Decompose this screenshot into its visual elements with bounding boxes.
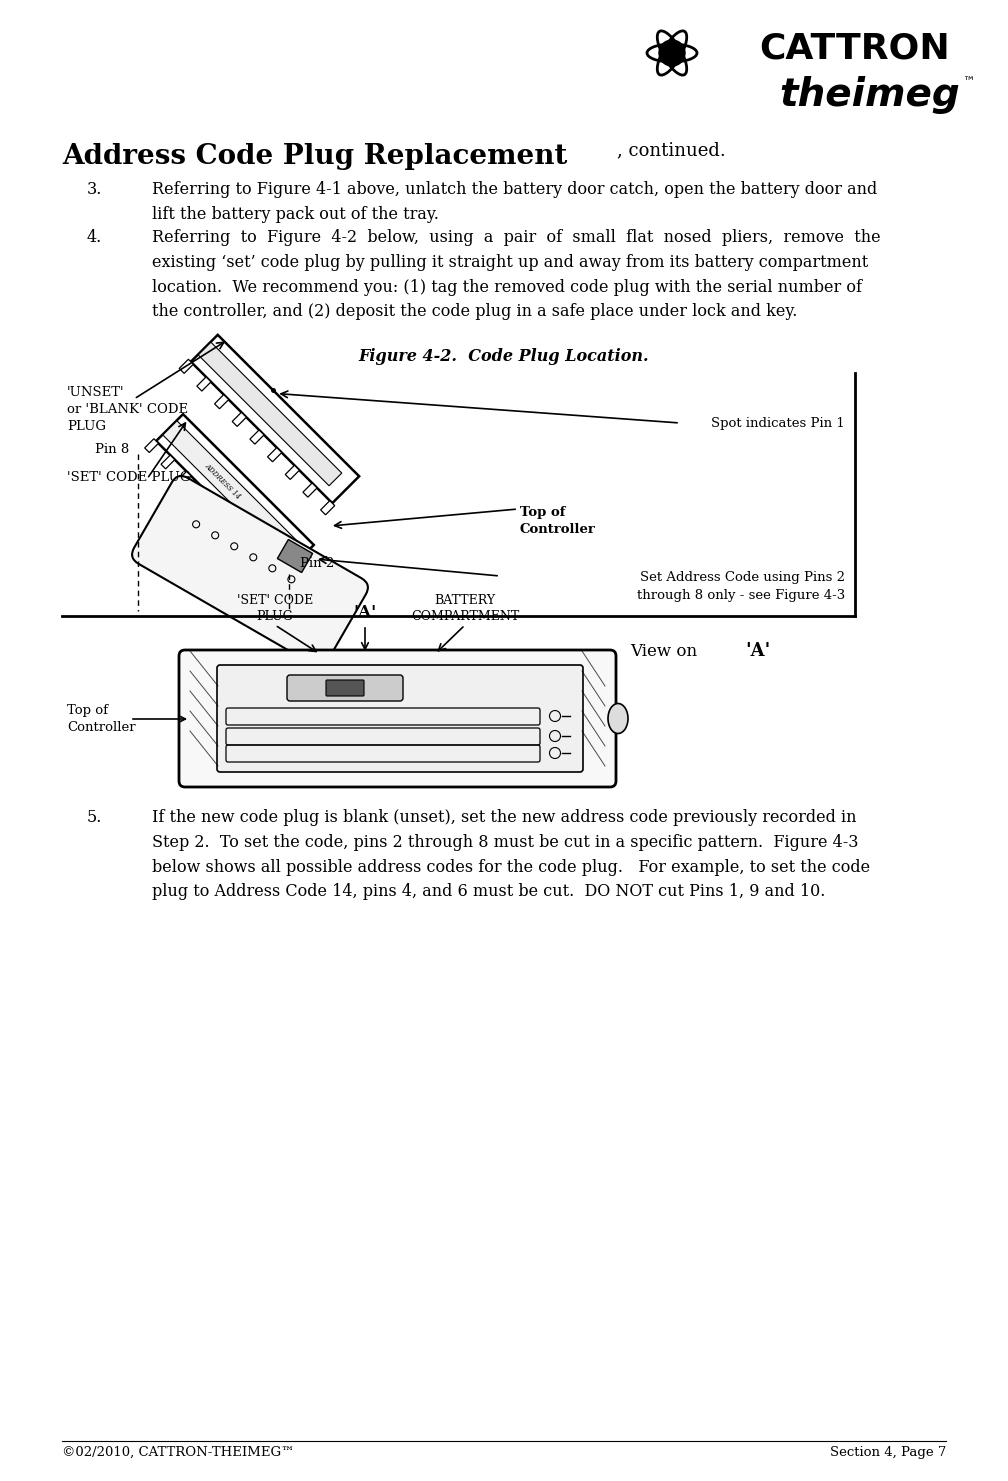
Polygon shape — [321, 501, 335, 515]
Polygon shape — [210, 504, 224, 518]
Text: ADDRESS 14: ADDRESS 14 — [204, 462, 243, 501]
Text: Top of
Controller: Top of Controller — [67, 703, 136, 735]
FancyBboxPatch shape — [179, 650, 616, 786]
Polygon shape — [177, 471, 192, 486]
Polygon shape — [191, 335, 359, 504]
Text: 'SET' CODE PLUG: 'SET' CODE PLUG — [67, 471, 191, 484]
Ellipse shape — [608, 703, 628, 733]
Text: CATTRON: CATTRON — [759, 31, 950, 65]
Text: ™: ™ — [962, 76, 975, 89]
Text: BATTERY
COMPARTMENT: BATTERY COMPARTMENT — [411, 594, 519, 624]
Polygon shape — [243, 536, 257, 551]
Polygon shape — [285, 465, 299, 480]
Polygon shape — [259, 554, 273, 567]
Text: Set Address Code using Pins 2
through 8 only - see Figure 4-3: Set Address Code using Pins 2 through 8 … — [637, 572, 845, 601]
Text: Address Code Plug Replacement: Address Code Plug Replacement — [62, 144, 568, 170]
Text: Spot indicates Pin 1: Spot indicates Pin 1 — [712, 416, 845, 429]
Polygon shape — [179, 360, 194, 373]
Text: Pin 2: Pin 2 — [300, 557, 335, 570]
Polygon shape — [194, 487, 208, 502]
Polygon shape — [145, 438, 158, 453]
Polygon shape — [250, 429, 264, 444]
Text: ©02/2010, CATTRON-THEIMEG™: ©02/2010, CATTRON-THEIMEG™ — [62, 1445, 294, 1459]
Text: 'A': 'A' — [354, 604, 377, 621]
Text: Figure 4-2.  Code Plug Location.: Figure 4-2. Code Plug Location. — [359, 348, 649, 364]
Polygon shape — [232, 412, 246, 427]
Polygon shape — [267, 447, 281, 462]
Text: , continued.: , continued. — [617, 141, 726, 158]
Text: 3.: 3. — [87, 181, 103, 198]
Polygon shape — [163, 421, 297, 555]
Text: Pin 8: Pin 8 — [95, 443, 129, 456]
Polygon shape — [303, 483, 318, 498]
Text: 'UNSET'
or 'BLANK' CODE
PLUG: 'UNSET' or 'BLANK' CODE PLUG — [67, 387, 188, 432]
Text: 4.: 4. — [87, 230, 102, 246]
Polygon shape — [156, 415, 313, 572]
Text: 'SET' CODE
PLUG: 'SET' CODE PLUG — [237, 594, 313, 624]
Polygon shape — [161, 455, 174, 469]
Text: 'A': 'A' — [745, 641, 770, 661]
Text: theimeg: theimeg — [779, 76, 960, 114]
FancyBboxPatch shape — [217, 665, 583, 772]
Polygon shape — [197, 378, 211, 391]
Text: Referring  to  Figure  4-2  below,  using  a  pair  of  small  flat  nosed  plie: Referring to Figure 4-2 below, using a p… — [152, 230, 881, 320]
Polygon shape — [277, 539, 312, 573]
Text: Top of
Controller: Top of Controller — [520, 507, 596, 536]
Text: Section 4, Page 7: Section 4, Page 7 — [830, 1445, 946, 1459]
Circle shape — [659, 40, 685, 67]
Text: 5.: 5. — [87, 809, 103, 826]
FancyBboxPatch shape — [326, 680, 364, 696]
Polygon shape — [275, 570, 289, 584]
Polygon shape — [215, 394, 229, 409]
FancyBboxPatch shape — [132, 475, 368, 666]
Polygon shape — [199, 342, 342, 486]
Polygon shape — [227, 520, 240, 535]
FancyBboxPatch shape — [287, 675, 403, 701]
Text: If the new code plug is blank (unset), set the new address code previously recor: If the new code plug is blank (unset), s… — [152, 809, 870, 900]
Text: Referring to Figure 4-1 above, unlatch the battery door catch, open the battery : Referring to Figure 4-1 above, unlatch t… — [152, 181, 877, 222]
Text: View on: View on — [630, 643, 703, 659]
